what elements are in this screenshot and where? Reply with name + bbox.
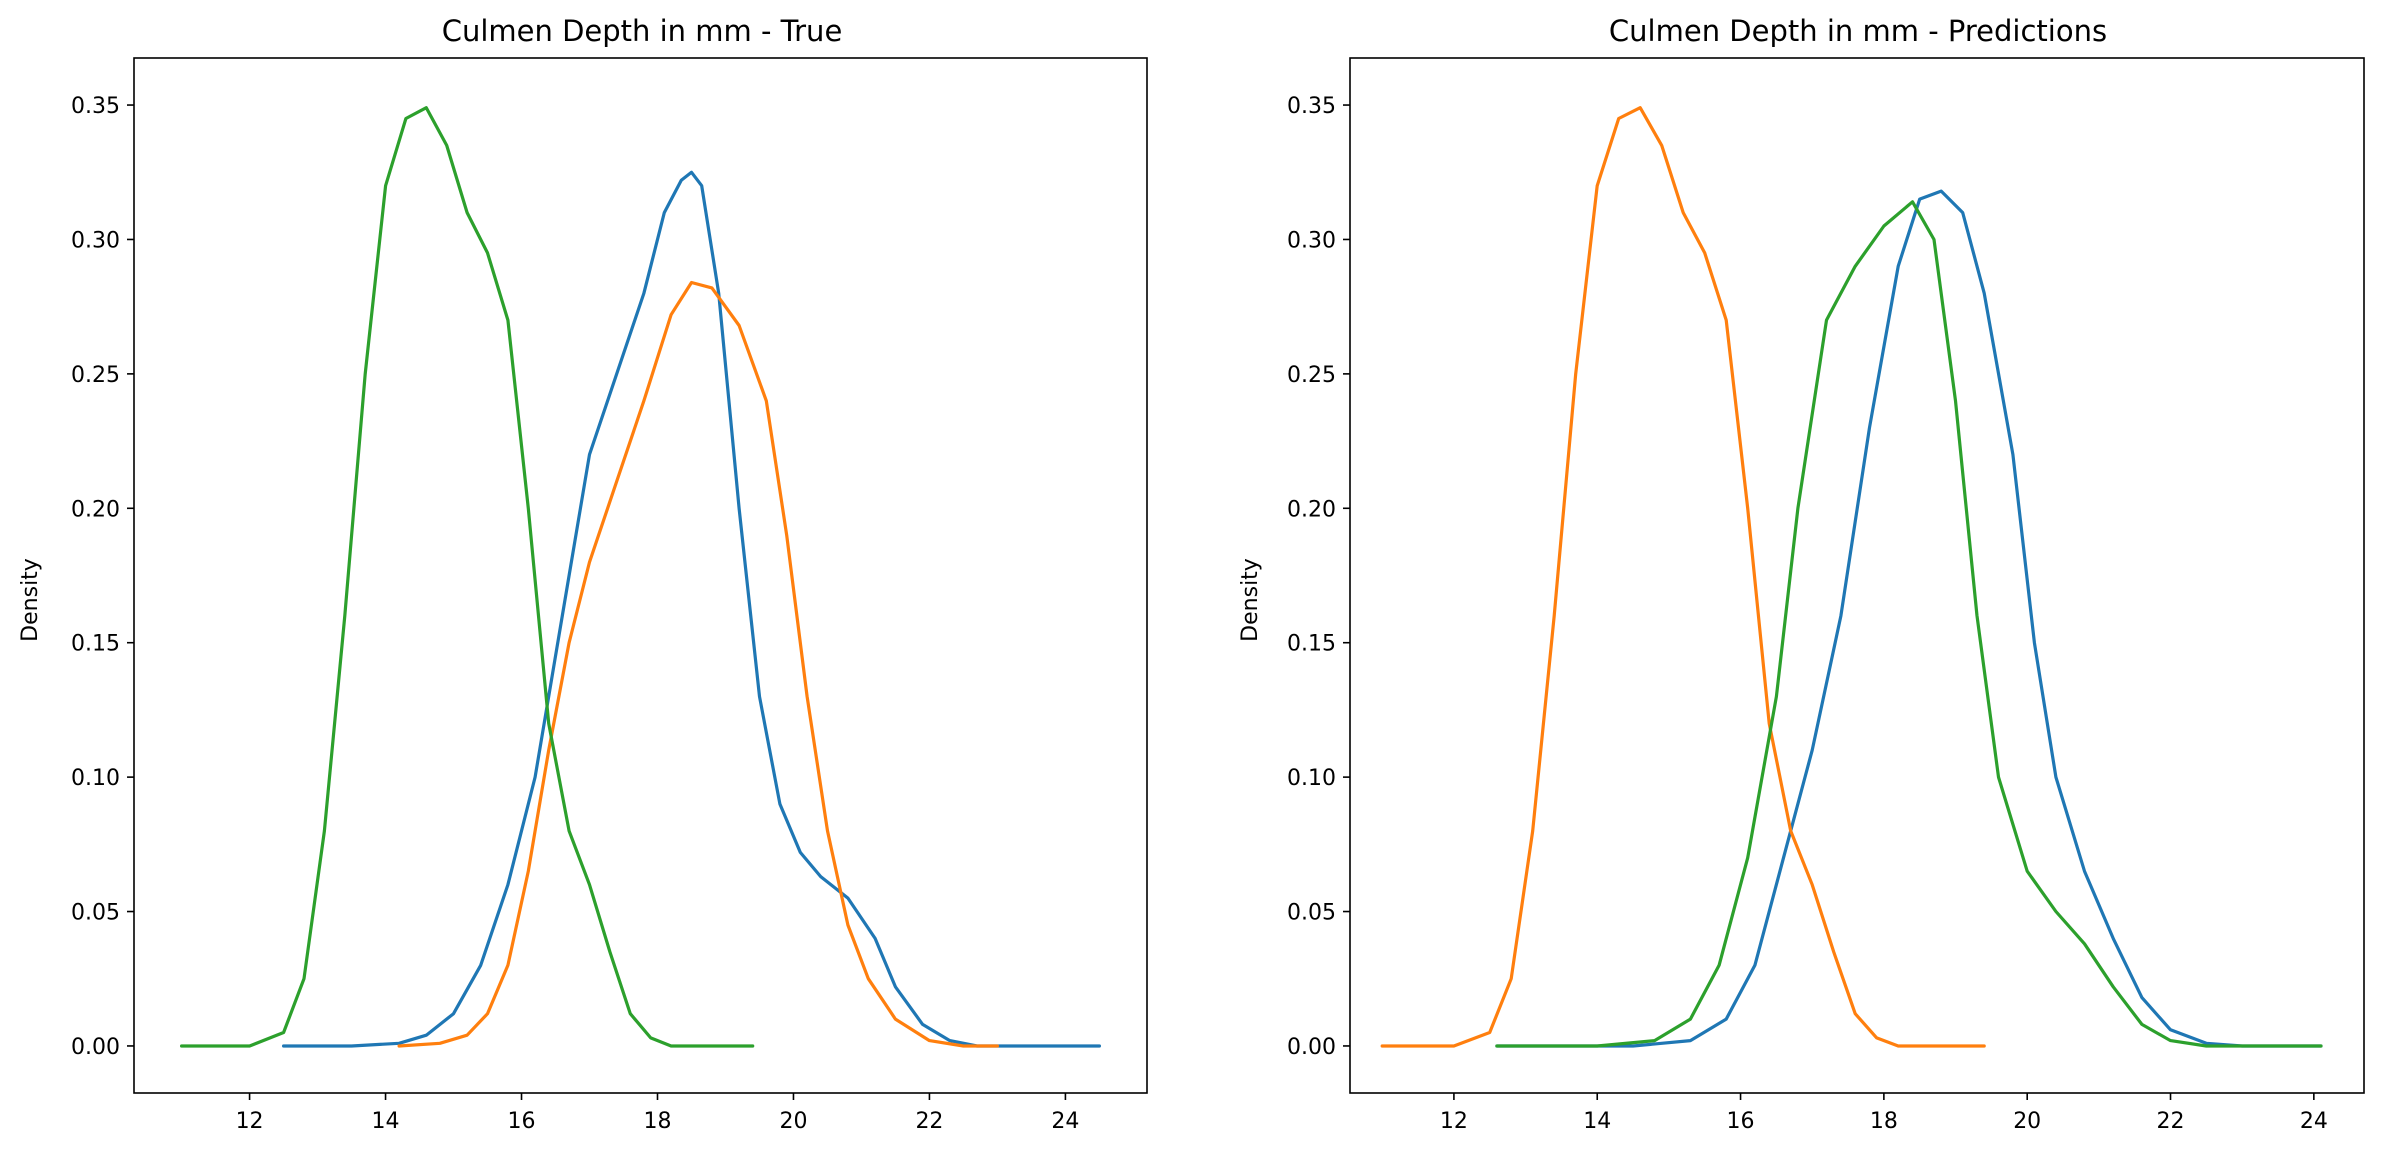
plot-frame	[1349, 57, 2365, 1094]
series-line-0	[1495, 189, 2323, 1048]
x-tick-label: 22	[2157, 1109, 2185, 1134]
chart-predictions: Culmen Depth in mm - Predictions Density…	[1238, 14, 2365, 1134]
x-tick-label: 18	[643, 1109, 671, 1134]
plot-area: 12 14 16 18 20 22 24 0.00 0.05 0.10 0.15 0.20 0.25 0.…	[1287, 57, 2365, 1134]
x-tick-label: 16	[508, 1109, 536, 1134]
series-line-1	[1380, 106, 1986, 1048]
x-tick-label: 20	[2013, 1109, 2041, 1134]
x-tick-label: 16	[1727, 1109, 1755, 1134]
y-tick-label: 0.00	[71, 1035, 120, 1060]
y-tick-label: 0.20	[1287, 497, 1336, 522]
series-line-0	[282, 170, 1101, 1048]
x-tick-label: 14	[1583, 1109, 1611, 1134]
y-tick-label: 0.25	[71, 363, 120, 388]
y-tick-label: 0.30	[1287, 228, 1336, 253]
series-line-2	[1495, 200, 2323, 1048]
y-tick-label: 0.25	[1287, 363, 1336, 388]
y-tick-label: 0.35	[71, 94, 120, 119]
chart-title: Culmen Depth in mm - True	[442, 14, 843, 48]
y-tick-label: 0.05	[71, 901, 120, 926]
series-line-2	[180, 106, 755, 1048]
y-tick-label: 0.05	[1287, 901, 1336, 926]
y-tick-label: 0.20	[71, 497, 120, 522]
y-tick-label: 0.15	[71, 632, 120, 657]
x-tick-label: 24	[1051, 1109, 1079, 1134]
x-tick-label: 12	[1440, 1109, 1468, 1134]
y-tick-label: 0.35	[1287, 94, 1336, 119]
y-tick-label: 0.00	[1287, 1035, 1336, 1060]
y-tick-label: 0.15	[1287, 632, 1336, 657]
y-tick-label: 0.10	[71, 766, 120, 791]
chart-true: Culmen Depth in mm - True Density 12 14 16…	[18, 14, 1148, 1134]
y-axis-label: Density	[1238, 558, 1263, 642]
chart-title: Culmen Depth in mm - Predictions	[1609, 14, 2107, 48]
x-tick-label: 18	[1870, 1109, 1898, 1134]
y-tick-label: 0.30	[71, 228, 120, 253]
y-axis-label: Density	[18, 558, 43, 642]
x-tick-label: 20	[779, 1109, 807, 1134]
x-tick-label: 22	[915, 1109, 943, 1134]
y-tick-label: 0.10	[1287, 766, 1336, 791]
x-tick-label: 12	[236, 1109, 264, 1134]
x-tick-label: 24	[2300, 1109, 2328, 1134]
plot-frame	[133, 57, 1148, 1094]
plot-area: 12 14 16 18 20 22 24 0.00 0.05 0.10 0.15 0.20 0.25 0.…	[71, 57, 1148, 1134]
x-tick-label: 14	[372, 1109, 400, 1134]
series-line-1	[397, 280, 999, 1048]
